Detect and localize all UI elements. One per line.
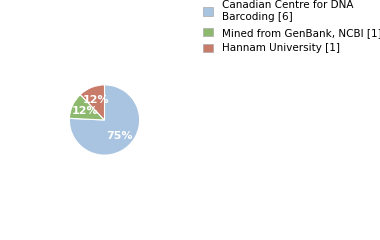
Text: 75%: 75% bbox=[106, 131, 133, 141]
Wedge shape bbox=[80, 85, 104, 120]
Text: 12%: 12% bbox=[83, 95, 110, 105]
Wedge shape bbox=[70, 95, 104, 120]
Legend: Canadian Centre for DNA
Barcoding [6], Mined from GenBank, NCBI [1], Hannam Univ: Canadian Centre for DNA Barcoding [6], M… bbox=[203, 0, 380, 54]
Wedge shape bbox=[70, 85, 139, 155]
Text: 12%: 12% bbox=[71, 106, 98, 116]
